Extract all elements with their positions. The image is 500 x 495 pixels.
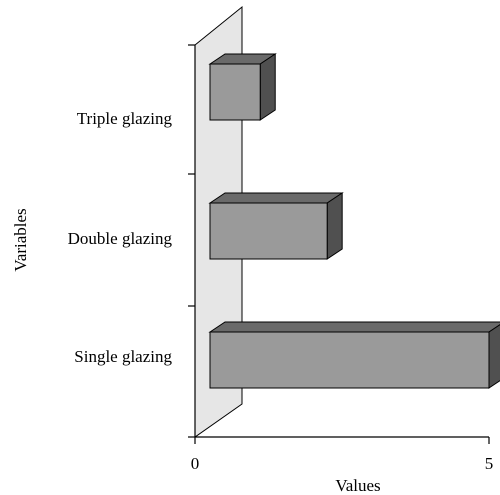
x-tick-label-0: 0: [191, 454, 200, 473]
bar-single-glazing-side: [488, 324, 500, 389]
bar-single-glazing: [208, 321, 500, 389]
category-label-single: Single glazing: [74, 347, 172, 366]
bar-double-glazing-side: [326, 192, 343, 260]
x-tick-label-5: 5: [485, 454, 494, 473]
bar-single-glazing-front: [209, 331, 490, 389]
bar-triple-glazing: [208, 53, 277, 121]
x-axis-title: Values: [335, 476, 380, 495]
category-label-triple: Triple glazing: [77, 109, 173, 128]
bar-double-glazing: [208, 192, 344, 260]
category-label-double: Double glazing: [68, 229, 173, 248]
bar-single-glazing-top: [208, 321, 500, 333]
bars-group: [208, 53, 500, 389]
bar-triple-glazing-front: [209, 63, 261, 121]
bar-double-glazing-top: [208, 192, 344, 204]
bar-double-glazing-front: [209, 202, 328, 260]
bar-triple-glazing-side: [259, 53, 276, 121]
y-axis-title: Variables: [11, 208, 30, 271]
